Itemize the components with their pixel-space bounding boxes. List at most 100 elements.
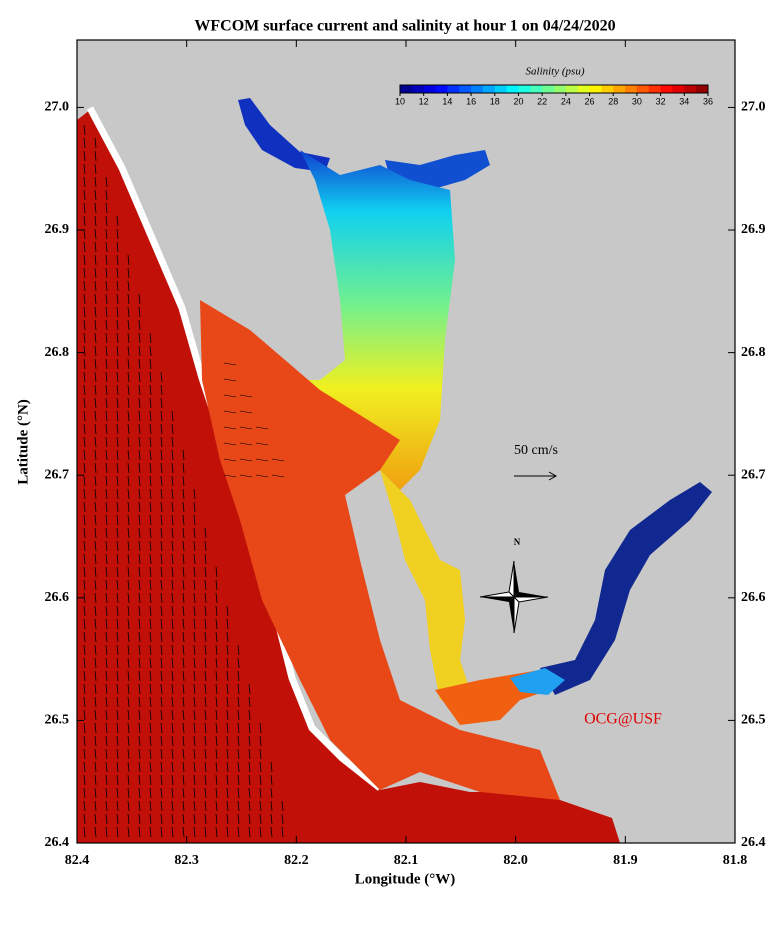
current-vector: [83, 631, 86, 643]
x-tick-label: 81.9: [613, 853, 638, 868]
current-vector: [105, 384, 108, 396]
current-vector: [83, 254, 86, 266]
current-vector: [226, 722, 229, 734]
current-vector: [259, 826, 262, 838]
peace-river: [238, 98, 330, 172]
current-vector: [94, 644, 97, 656]
axes: 82.4 82.3 82.2 82.1 82.0 81.9 81.8 26.4 26.4 26.5…: [45, 40, 766, 868]
current-vector: [105, 280, 108, 292]
current-vector: [149, 761, 152, 773]
y-tick-label: 26.4: [45, 835, 70, 850]
current-vector: [204, 735, 207, 747]
current-vector: [94, 527, 97, 539]
current-vector: [127, 618, 130, 630]
current-vector: [127, 605, 130, 617]
current-vector: [182, 696, 185, 708]
current-vector: [215, 735, 218, 747]
current-vector: [237, 748, 240, 760]
current-vector: [116, 358, 119, 370]
current-vector: [149, 332, 152, 344]
current-vector: [149, 800, 152, 812]
current-vector: [237, 735, 240, 747]
colorbar-cell: [482, 85, 496, 93]
current-vector: [204, 774, 207, 786]
current-vector: [94, 176, 97, 188]
current-vector: [138, 423, 141, 435]
colorbar-cell: [660, 85, 673, 93]
current-vector: [105, 735, 108, 747]
current-vector: [83, 436, 86, 448]
current-vector: [237, 657, 240, 669]
current-vector: [105, 449, 108, 461]
current-vector: [105, 566, 108, 578]
current-vector: [105, 696, 108, 708]
current-vector: [116, 644, 119, 656]
current-vector: [160, 709, 163, 721]
current-vectors: [83, 124, 285, 838]
current-vector: [182, 761, 185, 773]
colorbar-tick-label: 32: [656, 96, 666, 106]
current-vector: [116, 306, 119, 318]
current-vector: [105, 475, 108, 487]
current-vector: [149, 514, 152, 526]
current-vector: [193, 657, 196, 669]
current-vector: [160, 371, 163, 383]
current-vector: [215, 566, 218, 578]
current-vector: [127, 306, 130, 318]
current-vector: [248, 787, 251, 799]
current-vector: [259, 774, 262, 786]
current-vector: [105, 488, 108, 500]
current-vector: [94, 709, 97, 721]
colorbar-tick-label: 30: [632, 96, 642, 106]
current-vector: [171, 605, 174, 617]
current-vector: [149, 787, 152, 799]
current-vector: [160, 644, 163, 656]
current-vector: [116, 605, 119, 617]
current-vector: [204, 826, 207, 838]
current-vector: [149, 501, 152, 513]
current-vector: [94, 241, 97, 253]
current-vector: [105, 332, 108, 344]
current-vector: [138, 553, 141, 565]
current-vector: [94, 410, 97, 422]
current-vector: [204, 540, 207, 552]
colorbar-tick-label: 36: [703, 96, 713, 106]
current-vector: [226, 631, 229, 643]
current-vector: [281, 826, 284, 838]
current-vector: [226, 683, 229, 695]
current-vector: [116, 774, 119, 786]
current-vector: [83, 449, 86, 461]
current-vector: [226, 605, 229, 617]
current-vector: [149, 670, 152, 682]
current-vector: [83, 124, 86, 136]
current-vector: [226, 735, 229, 747]
current-vector: [281, 813, 284, 825]
current-vector: [83, 397, 86, 409]
colorbar-tick-label: 18: [490, 96, 500, 106]
current-vector: [204, 761, 207, 773]
current-vector: [248, 735, 251, 747]
y-tick-label: 26.5: [741, 713, 766, 728]
colorbar-tick-label: 24: [561, 96, 571, 106]
current-vector: [138, 696, 141, 708]
current-vector: [116, 228, 119, 240]
current-vector: [105, 527, 108, 539]
current-vector: [204, 579, 207, 591]
current-vector: [83, 696, 86, 708]
current-vector: [193, 683, 196, 695]
current-vector: [204, 683, 207, 695]
current-vector: [105, 761, 108, 773]
current-vector: [105, 748, 108, 760]
current-vector: [193, 761, 196, 773]
current-vector: [94, 293, 97, 305]
current-vector: [171, 644, 174, 656]
current-vector: [204, 527, 207, 539]
current-vector: [193, 748, 196, 760]
current-vector: [270, 787, 273, 799]
current-vector: [248, 826, 251, 838]
current-vector: [127, 722, 130, 734]
current-vector: [171, 540, 174, 552]
current-vector: [105, 371, 108, 383]
current-vector: [116, 501, 119, 513]
current-vector: [226, 696, 229, 708]
